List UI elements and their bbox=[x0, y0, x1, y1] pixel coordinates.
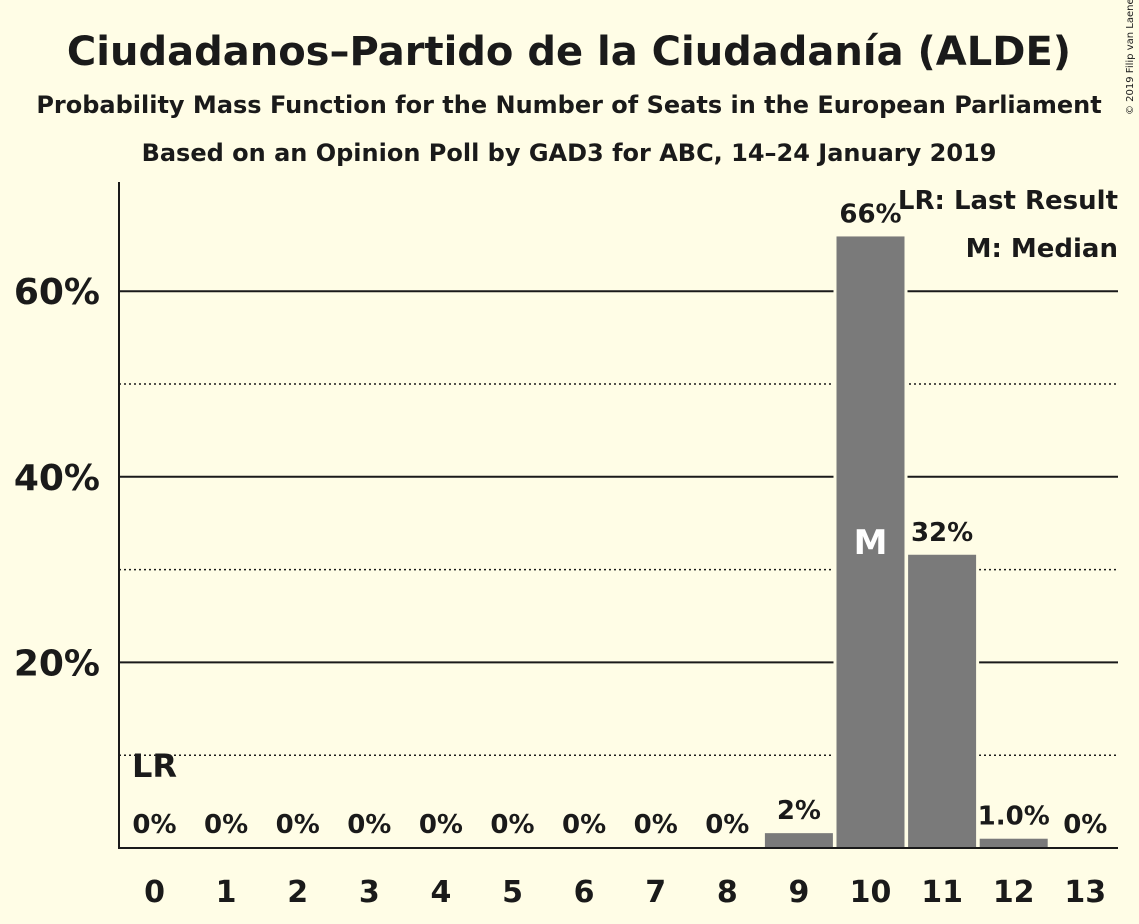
bar-value-label: 0% bbox=[419, 810, 463, 840]
axes: 20%40%60%0 1 2 3 4 5 6 7 8 9 10 11 12 13 bbox=[14, 182, 1118, 910]
bar-value-label: 32% bbox=[911, 518, 973, 548]
x-tick-label: 13 bbox=[1064, 875, 1106, 910]
x-tick-label: 5 bbox=[502, 875, 523, 910]
bar bbox=[836, 236, 905, 848]
bar-value-label: 66% bbox=[839, 199, 901, 229]
bar-value-label: 0% bbox=[276, 810, 320, 840]
x-tick-label: 4 bbox=[430, 875, 451, 910]
chart-title: Ciudadanos–Partido de la Ciudadanía (ALD… bbox=[67, 29, 1071, 75]
last-result-marker: LR bbox=[132, 747, 177, 785]
x-tick-label: 2 bbox=[287, 875, 308, 910]
bar-value-label: 0% bbox=[347, 810, 391, 840]
data-labels: 0% LR 0% 0% 0% 0% 0% 0% 0% 0% 2% 66% M 32% 1.0% 0% bbox=[132, 199, 1107, 840]
bar-value-label: 0% bbox=[132, 810, 176, 840]
legend-median: M: Median bbox=[966, 234, 1118, 264]
bar-value-label: 0% bbox=[634, 810, 678, 840]
x-tick-label: 3 bbox=[359, 875, 380, 910]
bar bbox=[764, 833, 833, 848]
bar-value-label: 1.0% bbox=[978, 802, 1050, 832]
bar-value-label: 2% bbox=[777, 796, 821, 826]
bar-value-label: 0% bbox=[562, 810, 606, 840]
bar-value-label: 0% bbox=[204, 810, 248, 840]
y-tick-label: 60% bbox=[14, 272, 100, 313]
copyright-notice: © 2019 Filip van Laenen bbox=[1125, 0, 1136, 115]
bars bbox=[761, 233, 1051, 848]
y-tick-label: 40% bbox=[14, 458, 100, 499]
median-marker: M bbox=[854, 523, 888, 563]
bar-value-label: 0% bbox=[490, 810, 534, 840]
x-tick-label: 8 bbox=[717, 875, 738, 910]
chart-subtitle: Probability Mass Function for the Number… bbox=[36, 91, 1101, 119]
legend-last-result: LR: Last Result bbox=[898, 186, 1118, 216]
y-tick-label: 20% bbox=[14, 643, 100, 684]
bar bbox=[979, 838, 1048, 848]
x-tick-label: 0 bbox=[144, 875, 165, 910]
x-tick-label: 7 bbox=[645, 875, 666, 910]
x-tick-label: 11 bbox=[921, 875, 963, 910]
bar bbox=[908, 554, 977, 848]
x-tick-label: 12 bbox=[993, 875, 1035, 910]
chart-subtitle-poll: Based on an Opinion Poll by GAD3 for ABC… bbox=[142, 139, 997, 167]
x-tick-label: 9 bbox=[788, 875, 809, 910]
x-tick-label: 1 bbox=[216, 875, 237, 910]
bar-value-label: 0% bbox=[1063, 810, 1107, 840]
bar-value-label: 0% bbox=[705, 810, 749, 840]
x-tick-label: 6 bbox=[574, 875, 595, 910]
x-tick-label: 10 bbox=[850, 875, 892, 910]
